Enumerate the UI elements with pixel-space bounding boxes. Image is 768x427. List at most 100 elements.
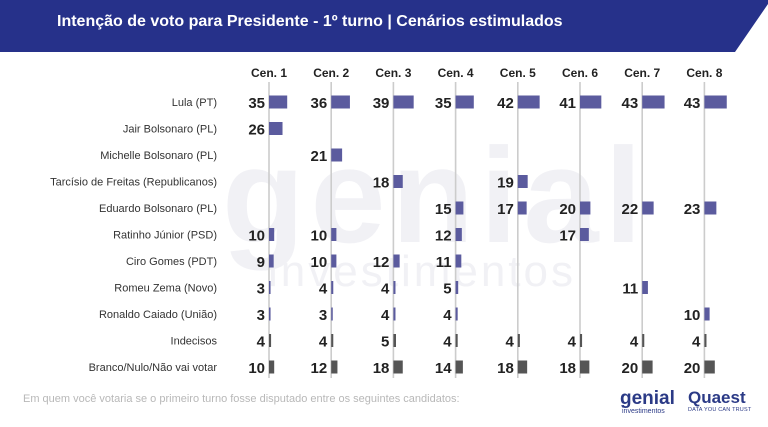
scenario-header: Cen. 8 bbox=[686, 66, 722, 80]
bar bbox=[331, 281, 334, 294]
value-label: 4 bbox=[319, 334, 328, 351]
bar bbox=[517, 334, 520, 347]
value-label: 11 bbox=[622, 281, 638, 298]
scenario-header: Cen. 7 bbox=[624, 66, 660, 80]
value-label: 10 bbox=[684, 307, 701, 324]
bar bbox=[331, 148, 343, 162]
value-label: 26 bbox=[248, 122, 265, 139]
genial-logo: genial investimentos bbox=[620, 389, 675, 416]
value-label: 4 bbox=[319, 281, 328, 298]
bar bbox=[269, 307, 271, 321]
row-label: Jair Bolsonaro (PL) bbox=[123, 124, 217, 136]
bar bbox=[393, 254, 400, 268]
bar bbox=[704, 201, 717, 215]
value-label: 22 bbox=[622, 201, 639, 218]
value-label: 19 bbox=[497, 175, 514, 192]
scenario-header: Cen. 1 bbox=[251, 66, 287, 80]
bar bbox=[704, 334, 707, 347]
bar bbox=[269, 360, 275, 374]
bar bbox=[331, 228, 337, 241]
page-title: Intenção de voto para Presidente - 1º tu… bbox=[57, 13, 563, 30]
bar bbox=[393, 281, 396, 294]
bar bbox=[642, 334, 645, 347]
row-label: Tarcísio de Freitas (Republicanos) bbox=[50, 177, 217, 189]
value-label: 12 bbox=[373, 254, 390, 271]
bar bbox=[269, 281, 271, 294]
bar bbox=[455, 307, 458, 321]
bar bbox=[455, 281, 459, 294]
row-label: Romeu Zema (Novo) bbox=[114, 283, 217, 295]
scenario-header: Cen. 6 bbox=[562, 66, 598, 80]
value-label: 4 bbox=[381, 281, 390, 298]
value-label: 39 bbox=[373, 95, 390, 112]
bar bbox=[580, 201, 591, 215]
row-label: Indecisos bbox=[171, 336, 218, 348]
value-label: 10 bbox=[311, 228, 328, 245]
bar bbox=[642, 360, 653, 374]
value-label: 4 bbox=[443, 334, 452, 351]
bar bbox=[393, 360, 403, 374]
row-label: Michelle Bolsonaro (PL) bbox=[100, 150, 217, 162]
bar bbox=[393, 95, 414, 109]
value-label: 10 bbox=[248, 360, 265, 377]
bar bbox=[331, 360, 338, 374]
genial-logo-tagline: investimentos bbox=[622, 408, 665, 415]
value-label: 4 bbox=[505, 334, 514, 351]
value-label: 42 bbox=[497, 95, 514, 112]
value-label: 11 bbox=[436, 254, 452, 271]
row-label: Eduardo Bolsonaro (PL) bbox=[99, 203, 217, 215]
bar bbox=[580, 95, 602, 109]
row-label: Branco/Nulo/Não vai votar bbox=[89, 362, 218, 374]
bar bbox=[393, 334, 396, 347]
value-label: 18 bbox=[559, 360, 576, 377]
quaest-logo: Quaest DATA YOU CAN TRUST bbox=[688, 389, 751, 414]
bar bbox=[331, 334, 334, 347]
bar bbox=[269, 95, 288, 109]
bar bbox=[517, 360, 528, 374]
bar bbox=[642, 95, 665, 109]
bar bbox=[580, 360, 590, 374]
bar bbox=[580, 334, 583, 347]
value-label: 21 bbox=[311, 148, 328, 165]
bar bbox=[393, 307, 396, 321]
header-shape bbox=[0, 0, 768, 52]
value-label: 17 bbox=[497, 201, 514, 218]
value-label: 18 bbox=[497, 360, 514, 377]
value-label: 5 bbox=[443, 281, 451, 298]
bar bbox=[331, 95, 350, 109]
scenario-bar-chart: Cen. 1 Cen. 2 Cen. 3 Cen. 4 Cen. 5 Cen. 6 Cen.… bbox=[50, 66, 727, 378]
value-label: 18 bbox=[373, 175, 390, 192]
bar bbox=[455, 228, 462, 241]
value-label: 23 bbox=[684, 201, 701, 218]
scenario-header: Cen. 2 bbox=[313, 66, 349, 80]
bar bbox=[580, 228, 589, 241]
bar bbox=[455, 95, 474, 109]
bar bbox=[704, 360, 715, 374]
value-label: 35 bbox=[435, 95, 452, 112]
value-label: 4 bbox=[630, 334, 639, 351]
value-label: 20 bbox=[559, 201, 576, 218]
value-label: 4 bbox=[257, 334, 266, 351]
value-label: 18 bbox=[373, 360, 390, 377]
bar bbox=[517, 201, 527, 215]
value-label: 15 bbox=[435, 201, 452, 218]
header-background bbox=[0, 0, 768, 52]
bar bbox=[517, 175, 528, 188]
bar bbox=[393, 175, 403, 188]
bar bbox=[455, 201, 464, 215]
value-label: 43 bbox=[622, 95, 639, 112]
bar bbox=[642, 201, 654, 215]
bar bbox=[331, 307, 333, 321]
bar bbox=[455, 334, 458, 347]
value-label: 3 bbox=[257, 281, 265, 298]
bar bbox=[517, 95, 540, 109]
value-label: 17 bbox=[559, 228, 576, 245]
bar bbox=[269, 228, 275, 241]
value-label: 4 bbox=[443, 307, 452, 324]
value-label: 5 bbox=[381, 334, 389, 351]
value-label: 3 bbox=[257, 307, 265, 324]
bar bbox=[455, 254, 462, 268]
value-label: 4 bbox=[692, 334, 701, 351]
bar bbox=[331, 254, 337, 268]
bar bbox=[642, 281, 648, 294]
